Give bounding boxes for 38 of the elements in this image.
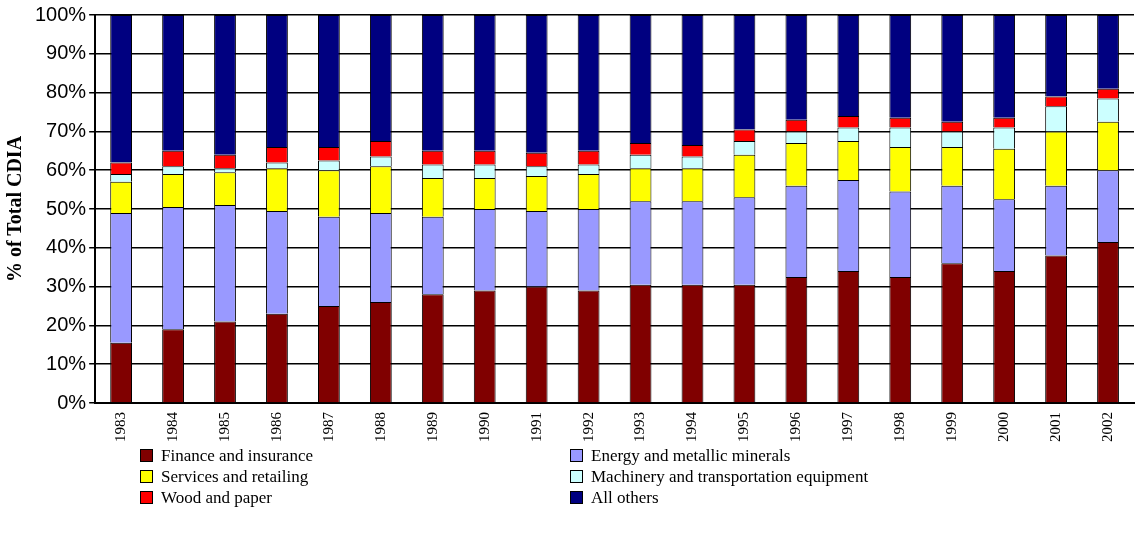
x-tick-label: 1983 — [112, 412, 129, 442]
x-tick-label: 1993 — [631, 412, 648, 442]
x-tick-label: 1990 — [475, 412, 492, 442]
y-tick-label: 90% — [46, 41, 87, 64]
x-tick-label: 1998 — [891, 412, 908, 442]
y-tick-label: 60% — [46, 157, 87, 180]
legend-label: All others — [591, 487, 659, 508]
x-tick-label: 2001 — [1047, 412, 1064, 442]
x-tick-label: 2000 — [995, 412, 1012, 442]
y-axis-title: % of Total CDIA — [3, 135, 26, 283]
legend-label: Wood and paper — [161, 487, 272, 508]
x-tick-label: 2002 — [1098, 412, 1115, 442]
y-tick-label: 40% — [46, 235, 87, 258]
y-tick-label: 70% — [46, 118, 87, 141]
x-tick-label: 1992 — [579, 412, 596, 442]
x-tick-label: 1986 — [267, 411, 284, 442]
y-tick-label: 80% — [46, 80, 87, 103]
y-tick-label: 20% — [46, 312, 87, 335]
x-tick-label: 1995 — [735, 412, 752, 442]
legend-label: Energy and metallic minerals — [591, 445, 791, 466]
x-tick-label: 1997 — [839, 411, 856, 442]
x-tick-label: 1988 — [371, 412, 388, 442]
x-tick-label: 1989 — [423, 412, 440, 442]
y-tick-label: 0% — [57, 390, 87, 413]
y-tick-label: 50% — [46, 196, 87, 219]
x-tick-label: 1984 — [164, 411, 180, 442]
x-tick-label: 1987 — [319, 411, 336, 442]
x-tick-label: 1996 — [787, 411, 804, 442]
x-tick-label: 1991 — [527, 412, 544, 442]
legend-label: Finance and insurance — [161, 445, 313, 466]
legend-label: Services and retailing — [161, 466, 309, 487]
legend-label: Machinery and transportation equipment — [591, 466, 869, 487]
x-tick-label: 1999 — [943, 412, 960, 442]
y-tick-label: 10% — [46, 351, 87, 374]
x-tick-label: 1985 — [215, 412, 232, 442]
y-tick-label: 100% — [35, 2, 87, 25]
y-tick-label: 30% — [46, 274, 87, 297]
x-tick-label: 1994 — [683, 411, 700, 442]
